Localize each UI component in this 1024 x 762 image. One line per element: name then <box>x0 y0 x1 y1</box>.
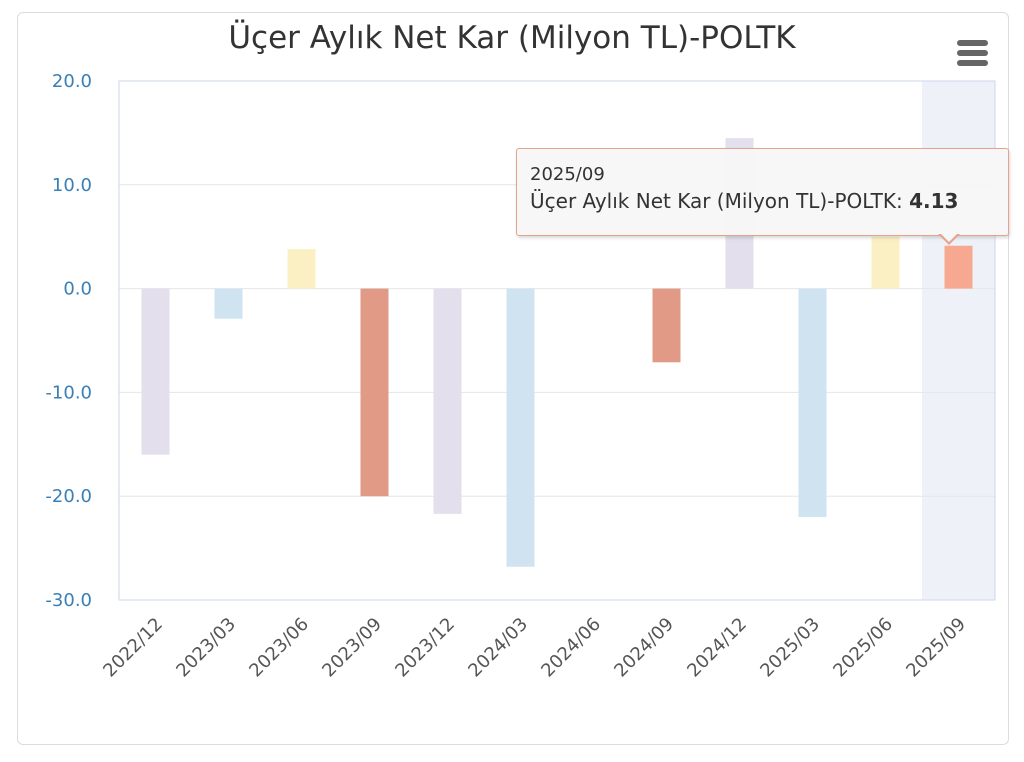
tooltip-label: Üçer Aylık Net Kar (Milyon TL)-POLTK: <box>530 189 903 213</box>
x-tick-label: 2023/06 <box>245 614 313 682</box>
tooltip-value-line: Üçer Aylık Net Kar (Milyon TL)-POLTK: 4.… <box>530 189 958 213</box>
y-tick-label: 10.0 <box>52 175 92 196</box>
x-tick-label: 2024/12 <box>683 614 751 682</box>
tooltip-date: 2025/09 <box>530 164 605 185</box>
x-tick-label: 2023/09 <box>318 614 386 682</box>
bar <box>141 288 170 455</box>
bar <box>944 245 973 289</box>
x-tick-label: 2024/06 <box>537 614 605 682</box>
bar <box>360 288 389 497</box>
tooltip: 2025/09 Üçer Aylık Net Kar (Milyon TL)-P… <box>516 148 1009 236</box>
plot-frame <box>118 80 996 601</box>
tooltip-arrow-inner <box>940 233 958 242</box>
x-tick-label: 2025/06 <box>829 614 897 682</box>
y-tick-label: -10.0 <box>45 382 92 403</box>
bar <box>652 288 681 363</box>
chart-title: Üçer Aylık Net Kar (Milyon TL)-POLTK <box>228 20 796 56</box>
x-tick-label: 2024/09 <box>610 614 678 682</box>
x-tick-label: 2025/09 <box>902 614 970 682</box>
x-tick-label: 2023/12 <box>391 614 459 682</box>
x-tick-label: 2024/03 <box>464 614 532 682</box>
x-tick-label: 2023/03 <box>172 614 240 682</box>
bar <box>433 288 462 514</box>
y-tick-label: 20.0 <box>52 71 92 92</box>
bar <box>871 236 900 289</box>
bar <box>506 288 535 567</box>
bar <box>287 249 316 289</box>
tooltip-value: 4.13 <box>909 189 959 213</box>
y-tick-label: 0.0 <box>63 279 92 300</box>
bar <box>798 288 827 517</box>
y-tick-label: -30.0 <box>45 590 92 611</box>
x-tick-label: 2025/03 <box>756 614 824 682</box>
x-tick-label: 2022/12 <box>99 614 167 682</box>
y-tick-label: -20.0 <box>45 486 92 507</box>
hamburger-menu-icon[interactable] <box>952 36 992 70</box>
bar <box>214 288 243 319</box>
